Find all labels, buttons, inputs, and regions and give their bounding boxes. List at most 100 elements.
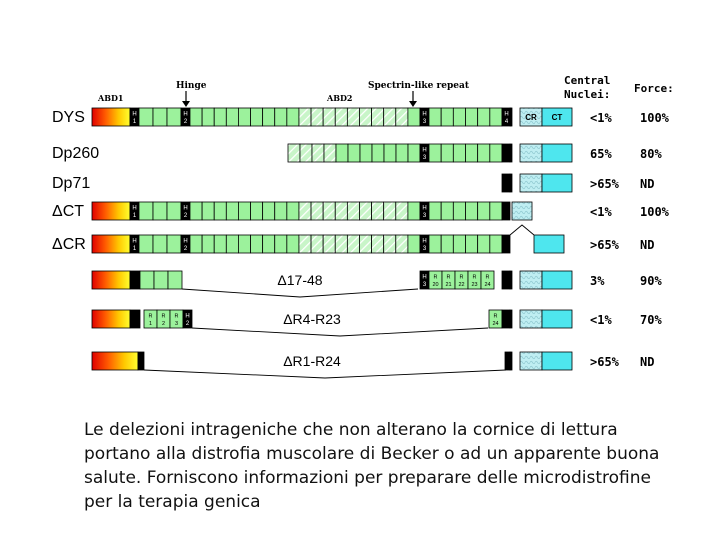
construct-name: ΔR4-R23 [283, 311, 341, 327]
spectrin-repeat [383, 201, 397, 221]
spectrin-repeat [213, 234, 227, 254]
spectrin-repeat [371, 107, 385, 127]
hinge-number: 2 [184, 119, 188, 125]
spectrin-repeat [323, 143, 337, 163]
repeat-letter: R [447, 275, 451, 281]
abd1-label: ABD1 [97, 93, 123, 103]
spectrin-repeat [407, 201, 421, 221]
spectrin-repeat [201, 234, 215, 254]
ct-domain [541, 351, 573, 371]
spectrin-repeat [166, 234, 182, 254]
force-header: Force: [634, 82, 674, 95]
spectrin-repeat [452, 143, 466, 163]
cr-domain [519, 143, 543, 163]
abd-domain [91, 270, 131, 290]
spectrin-repeat [299, 143, 313, 163]
deletion-line [143, 369, 507, 379]
force-value: 80% [640, 147, 662, 161]
abd-domain [91, 107, 131, 127]
repeat-letter: R [494, 314, 498, 320]
spectrin-repeat [407, 107, 421, 127]
spectrin-label: Spectrin-like repeat [368, 81, 470, 91]
central-nuclei-value: >65% [590, 355, 620, 369]
spectrin-repeat [428, 143, 442, 163]
hinge-box [501, 201, 511, 221]
cr-domain [519, 309, 543, 329]
spectrin-repeat [334, 234, 348, 254]
construct-name: DYS [52, 109, 85, 126]
hinge-number: 1 [133, 213, 137, 219]
central-nuclei-value: <1% [590, 205, 612, 219]
spectrin-repeat [238, 201, 251, 221]
hinge-number: 3 [423, 119, 427, 125]
spectrin-repeat [359, 234, 372, 254]
spectrin-repeat [225, 201, 239, 221]
spectrin-repeat [465, 201, 479, 221]
hinge-number: 2 [184, 246, 188, 252]
spectrin-repeat [139, 270, 155, 290]
ct-label: CT [552, 113, 563, 122]
hinge-box [504, 351, 511, 371]
ct-domain [541, 173, 573, 193]
spectrin-repeat [359, 201, 372, 221]
spectrin-repeat [322, 107, 336, 127]
hinge-label: H [132, 112, 136, 118]
spectrin-repeat [371, 143, 385, 163]
force-value: ND [640, 177, 654, 191]
ct-domain [541, 107, 573, 127]
deletion-line [181, 288, 419, 298]
spectrin-repeat [298, 107, 312, 127]
spectrin-repeat [274, 107, 288, 127]
repeat-letter: R [162, 314, 166, 320]
spectrin-repeat [489, 234, 503, 254]
spectrin-repeat [334, 201, 348, 221]
spectrin-repeat [465, 234, 479, 254]
spectrin-repeat [238, 107, 251, 127]
hinge-box [137, 351, 145, 371]
spectrin-repeat [225, 107, 239, 127]
spectrin-repeat [213, 107, 227, 127]
hinge-number: 3 [423, 282, 427, 288]
spectrin-repeat [383, 143, 397, 163]
cr-edge [509, 351, 513, 371]
deletion-line [191, 327, 489, 337]
spectrin-repeat [440, 201, 454, 221]
hinge-box [182, 309, 193, 329]
hinge-number: 3 [423, 246, 427, 252]
repeat-letter: R [149, 314, 153, 320]
spectrin-repeat [138, 107, 154, 127]
cr-edge [509, 270, 513, 290]
spectrin-repeat [347, 143, 361, 163]
hinge-number: 2 [184, 213, 188, 219]
spectrin-repeat [298, 234, 312, 254]
ct-domain [541, 143, 573, 163]
spectrin-repeat [286, 201, 300, 221]
spectrin-repeat [250, 234, 264, 254]
spectrin-repeat [477, 143, 491, 163]
spectrin-repeat [250, 107, 264, 127]
repeat-letter: R [486, 275, 490, 281]
cr-domain [519, 173, 543, 193]
hinge-number: 1 [133, 119, 137, 125]
spectrin-repeat [189, 107, 203, 127]
spectrin-repeat [465, 143, 479, 163]
central-nuclei-value: <1% [590, 313, 612, 327]
repeat-letter: R [460, 275, 464, 281]
hinge-label: H [422, 112, 426, 118]
hinge-label: H [132, 239, 136, 245]
deletion-line [509, 224, 535, 236]
repeat-letter: R [434, 275, 438, 281]
spectrin-repeat [152, 201, 168, 221]
spectrin-repeat [428, 201, 442, 221]
spectrin-repeat [477, 107, 491, 127]
spectrin-repeat [201, 107, 215, 127]
spectrin-repeat [346, 234, 360, 254]
spectrin-repeat [334, 107, 348, 127]
ct-domain [541, 309, 573, 329]
cr-edge [509, 309, 513, 329]
spectrin-repeat [310, 201, 324, 221]
spectrin-repeat [322, 234, 336, 254]
spectrin-repeat [225, 234, 239, 254]
force-value: 70% [640, 313, 662, 327]
